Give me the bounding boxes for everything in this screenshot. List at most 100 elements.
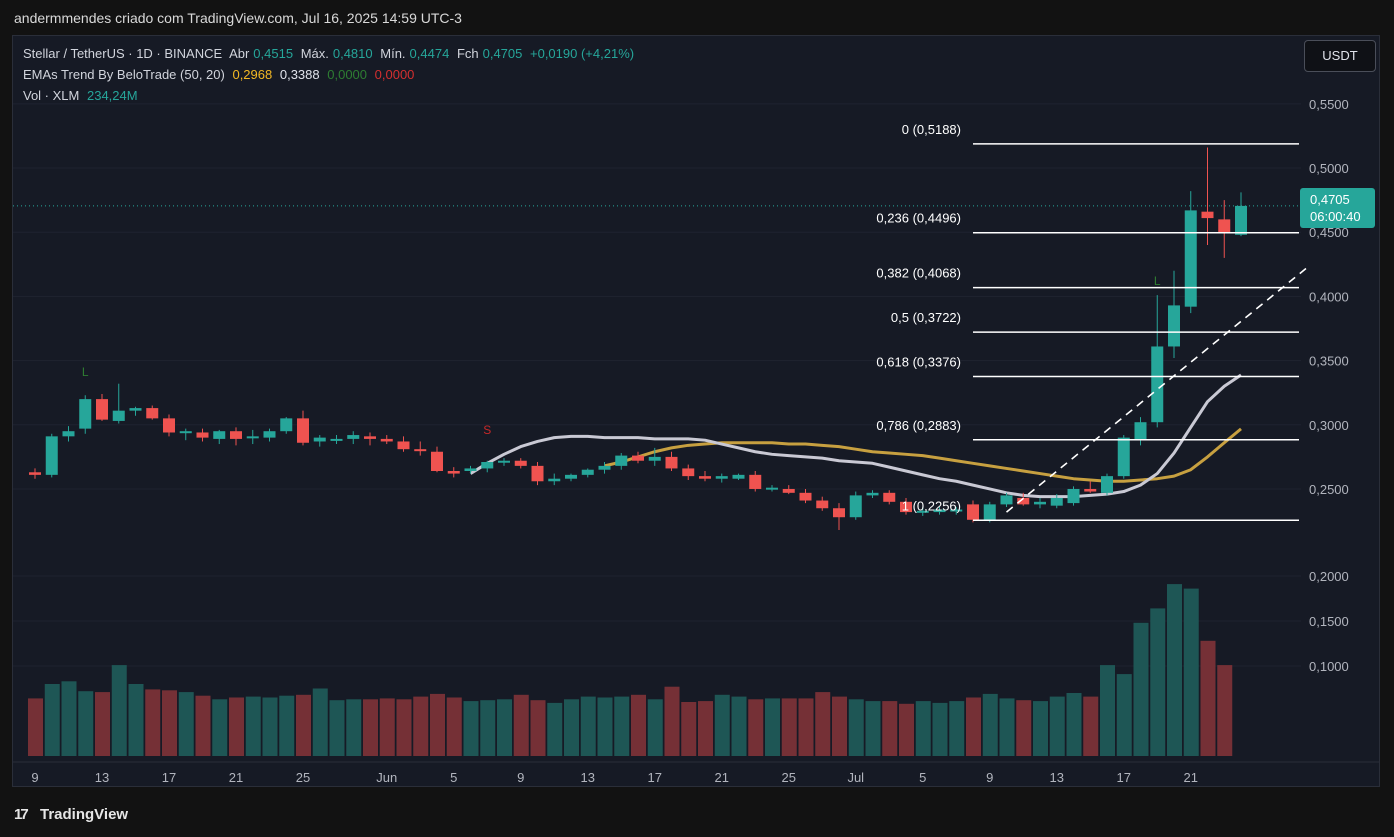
chart-panel: 0 (0,5188) 0,236 (0,4496) 0,382 (0,4068) 0,… — [12, 35, 1380, 787]
fib-level-label: 1 (0,2256) — [902, 498, 961, 513]
tradingview-brand[interactable]: 17 TradingView — [14, 806, 128, 823]
candle-body — [1184, 210, 1197, 307]
ema-indicator-name[interactable]: EMAs Trend By BeloTrade (50, 20) — [23, 67, 225, 82]
candle-body — [498, 460, 510, 463]
candle-body — [45, 436, 58, 475]
candle-body — [246, 436, 259, 439]
candle-body — [548, 478, 561, 482]
high-label: Máx. — [300, 46, 329, 61]
candle-body — [933, 509, 946, 513]
candle-body — [531, 465, 544, 482]
volume-bar — [28, 698, 43, 756]
fib-level-label: 0,5 (0,3722) — [891, 310, 961, 325]
candle-body — [1084, 488, 1097, 492]
candle-body — [1235, 205, 1247, 235]
volume-bar — [647, 699, 663, 756]
candle-body — [883, 492, 896, 502]
volume-bar — [999, 698, 1015, 756]
fib-level-label: 0 (0,5188) — [902, 122, 961, 137]
trend-line — [1005, 266, 1309, 513]
open-value: 0,4515 — [253, 46, 294, 61]
candle-body — [196, 432, 209, 438]
volume-bar — [446, 697, 462, 756]
time-tick-label: 13 — [95, 770, 109, 785]
candle-body — [565, 474, 577, 479]
volume-bar — [1116, 674, 1132, 756]
candle-body — [230, 431, 242, 439]
candle-body — [330, 438, 343, 441]
candle-body — [481, 462, 494, 469]
volume-bar — [312, 688, 328, 756]
volume-bar — [698, 701, 713, 756]
candle-body — [280, 418, 293, 432]
price-tick-label: 0,5500 — [1309, 97, 1349, 112]
candle-body — [380, 438, 393, 442]
ema-slow-line — [604, 427, 1242, 483]
candle-body — [699, 476, 711, 479]
price-tick-label: 0,3500 — [1309, 354, 1349, 369]
volume-bar — [932, 702, 948, 756]
candle-body — [682, 468, 695, 477]
time-tick-label: 21 — [715, 770, 729, 785]
time-tick-label: Jun — [376, 770, 397, 785]
candle-body — [1034, 501, 1046, 505]
open-label: Abr — [229, 46, 250, 61]
volume-legend: Vol · XLM 234,24M — [23, 88, 142, 103]
ema-value-4: 0,0000 — [374, 67, 415, 82]
signal-marker: L — [1154, 274, 1161, 288]
candle-body — [732, 474, 745, 479]
price-chart[interactable]: 0 (0,5188) 0,236 (0,4496) 0,382 (0,4068) 0,… — [13, 36, 1379, 786]
candle-body — [598, 465, 611, 470]
candle-body — [163, 418, 175, 433]
bar-countdown: 06:00:40 — [1310, 209, 1361, 224]
volume-bar — [547, 702, 563, 756]
volume-bar — [212, 699, 228, 756]
ema-value-1: 0,2968 — [232, 67, 273, 82]
volume-bar — [329, 700, 345, 756]
candle-body — [967, 504, 979, 520]
candle-body — [615, 455, 628, 466]
candle-body — [1151, 346, 1164, 423]
price-tick-label: 0,5000 — [1309, 161, 1349, 176]
candle-body — [1101, 476, 1113, 493]
volume-bar — [899, 703, 914, 756]
volume-bar — [178, 692, 194, 756]
change-value: +0,0190 (+4,21%) — [530, 46, 635, 61]
currency-button[interactable]: USDT — [1304, 40, 1376, 72]
volume-bar — [95, 692, 110, 756]
volume-bar — [781, 698, 797, 756]
volume-bar — [1133, 622, 1149, 756]
close-value: 0,4705 — [482, 46, 523, 61]
candle-body — [263, 431, 276, 438]
candle-body — [866, 492, 879, 496]
volume-bar — [949, 701, 965, 756]
ema-legend: EMAs Trend By BeloTrade (50, 20) 0,2968 … — [23, 67, 418, 82]
volume-bar — [513, 694, 529, 756]
candle-body — [364, 436, 376, 439]
volume-indicator-name[interactable]: Vol · XLM — [23, 88, 80, 103]
volume-bar — [1167, 584, 1182, 756]
volume-bar — [145, 689, 161, 756]
volume-bar — [731, 696, 747, 756]
candle-body — [1000, 495, 1013, 505]
volume-bar — [78, 691, 94, 756]
candle-body — [129, 408, 142, 411]
candle-body — [213, 431, 226, 439]
candle-body — [313, 437, 326, 442]
publisher-line: andermmendes criado com TradingView.com,… — [14, 10, 462, 26]
symbol-legend: Stellar / TetherUS · 1D · BINANCE Abr 0,4… — [23, 46, 638, 61]
candle-body — [414, 449, 427, 452]
volume-bar — [480, 700, 496, 756]
time-tick-label: 13 — [581, 770, 595, 785]
volume-value: 234,24M — [86, 88, 138, 103]
volume-bar — [664, 686, 680, 756]
volume-bar — [748, 699, 764, 756]
candle-body — [715, 476, 728, 479]
candle-body — [1201, 211, 1214, 219]
candle-body — [1017, 497, 1030, 505]
volume-bar — [614, 696, 630, 756]
time-tick-label: Jul — [847, 770, 864, 785]
candle-body — [146, 408, 159, 419]
symbol-name[interactable]: Stellar / TetherUS · 1D · BINANCE — [23, 46, 223, 61]
volume-bar — [363, 699, 378, 756]
